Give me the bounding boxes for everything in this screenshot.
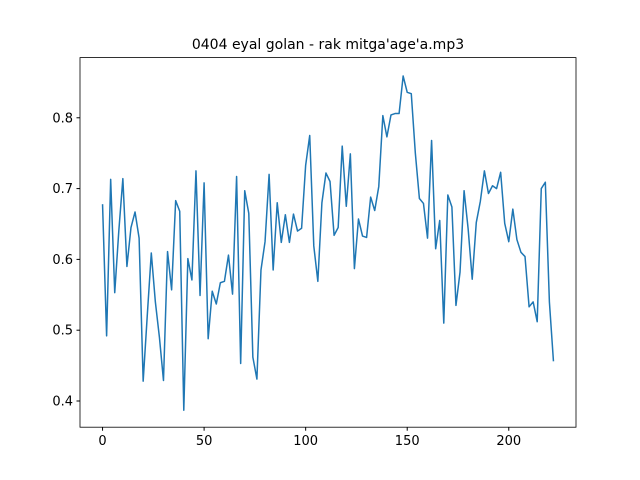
x-tick-label: 150	[395, 434, 420, 449]
plot-frame	[79, 57, 577, 428]
x-tick-label: 50	[196, 434, 213, 449]
y-tick-label: 0.8	[52, 111, 73, 126]
y-tick-label: 0.5	[52, 324, 73, 339]
chart-title: 0404 eyal golan - rak mitga'age'a.mp3	[192, 37, 464, 53]
data-line	[101, 75, 555, 411]
y-tick-label: 0.4	[52, 395, 73, 410]
x-tick-label: 0	[98, 434, 106, 449]
y-tick-label: 0.7	[52, 182, 73, 197]
x-tick-label: 200	[496, 434, 521, 449]
y-tick-label: 0.6	[52, 253, 73, 268]
x-tick-label: 100	[293, 434, 318, 449]
